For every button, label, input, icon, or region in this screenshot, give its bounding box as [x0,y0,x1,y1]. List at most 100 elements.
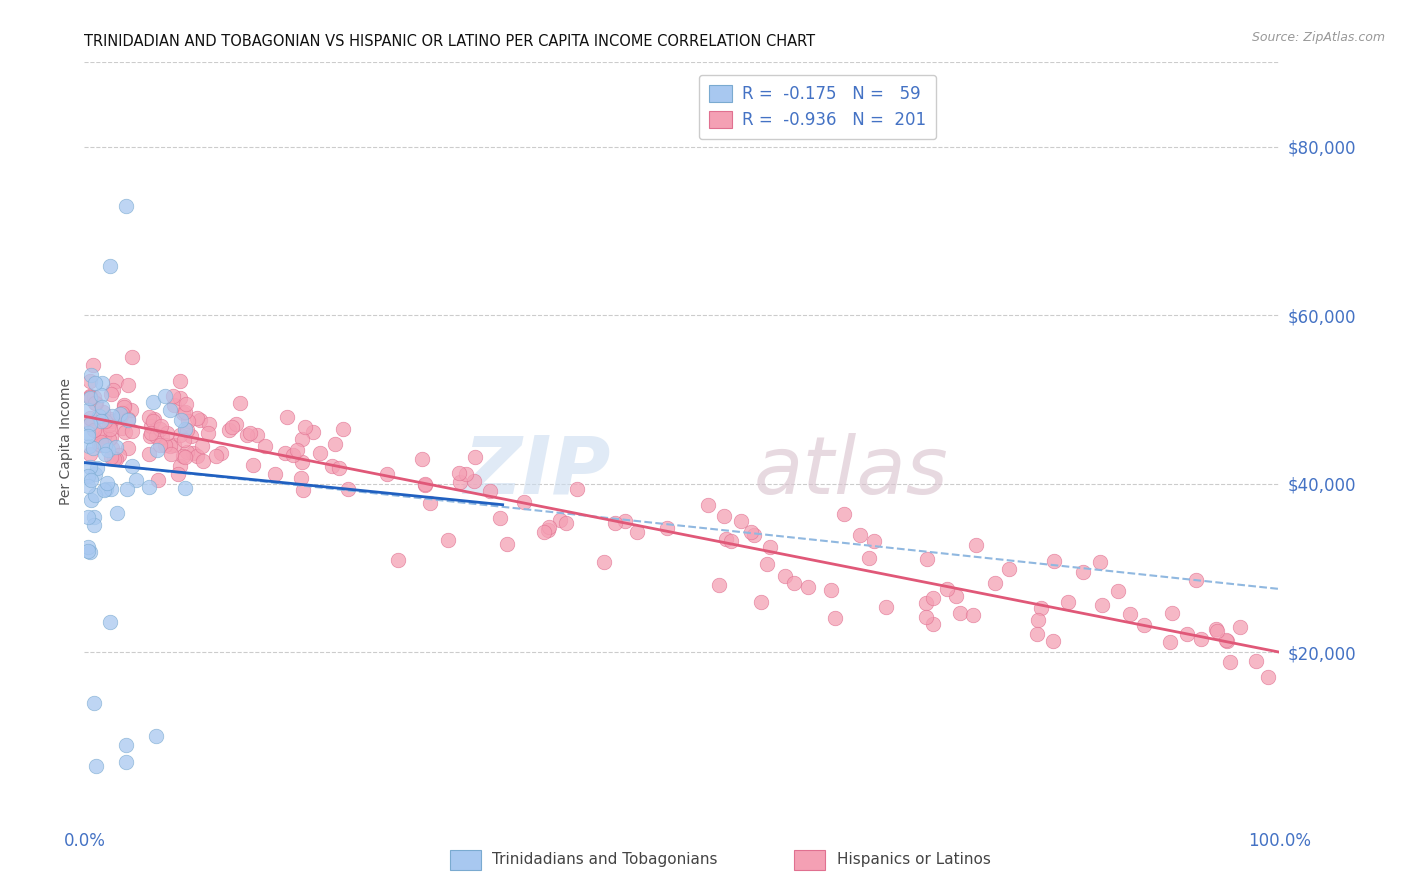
Point [225,417,247,432]
Point [186,449,208,463]
Point [773,568,796,582]
Point [77,426,100,441]
Point [1133,618,1156,632]
Point [274,446,297,460]
Point [100,386,122,401]
Point [479,484,502,499]
Point [236,427,259,442]
Point [104,451,127,466]
Point [1246,654,1268,668]
Point [1042,633,1064,648]
Point [323,436,346,450]
Point [239,426,262,441]
Point [143,412,166,426]
Point [98,411,121,425]
Point [80,493,103,508]
Point [100,414,122,428]
Point [108,407,131,421]
Point [79,417,101,431]
Point [755,557,778,571]
Point [915,596,938,610]
Text: TRINIDADIAN AND TOBAGONIAN VS HISPANIC OR LATINO PER CAPITA INCOME CORRELATION C: TRINIDADIAN AND TOBAGONIAN VS HISPANIC O… [84,34,815,49]
Point [115,738,138,752]
Point [242,458,264,472]
Point [707,578,730,592]
Point [1215,634,1237,648]
Point [176,444,198,458]
Point [1205,623,1227,637]
Point [218,423,240,437]
Point [537,520,560,534]
Point [1175,626,1198,640]
Point [204,450,226,464]
Point [915,551,938,566]
Point [292,483,315,497]
Point [100,430,122,444]
Point [533,524,555,539]
Point [783,576,806,591]
Point [93,483,115,497]
Point [101,383,124,397]
Point [193,453,215,467]
Point [167,467,190,481]
Point [290,471,312,485]
Point [79,416,101,430]
Point [97,417,120,432]
Point [163,438,186,452]
Point [79,391,101,405]
Point [173,433,195,447]
Point [82,442,104,456]
Point [79,392,101,406]
Point [159,403,181,417]
Text: ZIP: ZIP [463,433,610,511]
Point [117,413,139,427]
Point [94,414,117,428]
Point [79,410,101,425]
Point [254,439,277,453]
Point [281,448,304,462]
Point [172,450,194,464]
Point [112,400,135,414]
Point [875,600,897,615]
Point [97,442,120,457]
Point [437,533,460,547]
Point [87,409,110,424]
Point [548,513,571,527]
Text: Hispanics or Latinos: Hispanics or Latinos [837,853,990,867]
Point [121,459,143,474]
Point [124,473,146,487]
Point [387,553,409,567]
Point [180,428,202,442]
Point [83,423,105,437]
Point [294,419,316,434]
Point [1091,598,1114,612]
Text: atlas: atlas [754,433,949,511]
Point [90,413,112,427]
Point [169,459,191,474]
Point [91,405,114,419]
Point [1160,607,1182,621]
Point [1219,655,1241,669]
Point [115,755,138,769]
Point [176,423,198,437]
Point [77,468,100,483]
Point [191,439,214,453]
Point [657,521,679,535]
Point [276,410,298,425]
Point [84,376,107,390]
Point [145,429,167,443]
Point [90,400,112,414]
Point [79,459,101,474]
Point [945,589,967,603]
Point [308,446,330,460]
Point [1026,613,1049,627]
Point [150,418,173,433]
Point [922,591,945,606]
Point [863,533,886,548]
Point [100,482,122,496]
Point [463,474,485,488]
Point [186,410,208,425]
Point [565,482,588,496]
Point [79,447,101,461]
Point [229,395,252,409]
